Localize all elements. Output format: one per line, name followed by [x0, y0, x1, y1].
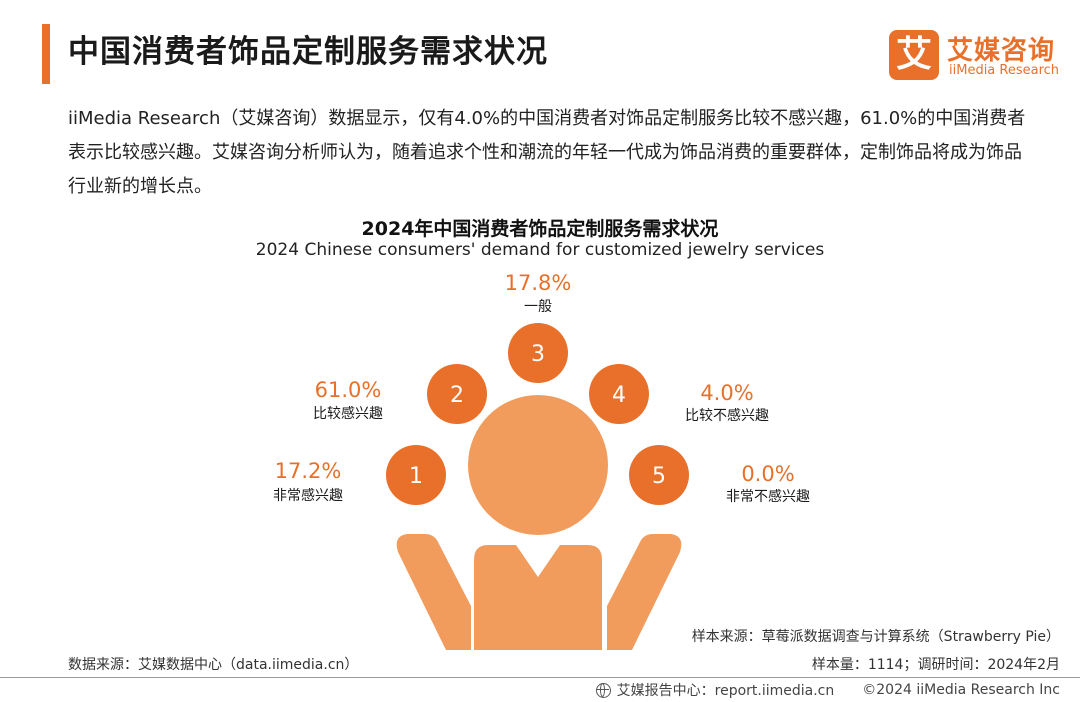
sample-size: 样本量：1114；调研时间：2024年2月 [811, 657, 1060, 673]
copyright: ©2024 iiMedia Research Inc [862, 682, 1060, 698]
footer-divider [0, 677, 1080, 678]
person-body [474, 545, 602, 650]
bubble-1 [386, 445, 446, 505]
title-accent-bar [42, 24, 50, 84]
globe-icon [595, 682, 611, 698]
bubble-number-2: 2 [450, 383, 464, 408]
bubble-2 [427, 364, 487, 424]
bubble-5 [629, 445, 689, 505]
person-collar [516, 545, 560, 577]
category-label-1: 非常感兴趣 [273, 487, 343, 504]
category-label-3: 一般 [524, 299, 552, 315]
logo-mark: 艾 [889, 30, 939, 80]
data-source: 数据来源：艾媒数据中心（data.iimedia.cn） [68, 657, 359, 673]
logo-chinese-name: 艾媒咨询 [947, 36, 1056, 66]
chart-title: 2024年中国消费者饰品定制服务需求状况 [361, 218, 719, 240]
footer-bar: 艾媒报告中心：report.iimedia.cn ©2024 iiMedia R… [595, 680, 1060, 700]
bubble-3 [508, 323, 568, 383]
report-center-link[interactable]: 艾媒报告中心：report.iimedia.cn [616, 683, 835, 699]
value-label-5: 0.0% [741, 462, 794, 486]
value-label-4: 4.0% [700, 381, 753, 405]
person-left-arm [396, 534, 471, 650]
bubble-number-3: 3 [531, 342, 545, 367]
category-label-5: 非常不感兴趣 [726, 488, 810, 505]
bubble-number-1: 1 [409, 464, 423, 489]
value-label-1: 17.2% [275, 459, 342, 483]
value-label-2: 61.0% [315, 378, 382, 402]
intro-paragraph: iiMedia Research（艾媒咨询）数据显示，仅有4.0%的中国消费者对… [68, 108, 1026, 197]
bubble-number-4: 4 [612, 383, 626, 408]
person-illustration [396, 395, 682, 650]
bubble-number-5: 5 [652, 464, 666, 489]
logo-english-name: iiMedia Research [949, 63, 1060, 78]
brand-logo: 艾 艾媒咨询 iiMedia Research [889, 28, 1069, 84]
answer-bubbles: 1 2 3 4 5 [386, 323, 689, 505]
bubble-4 [589, 364, 649, 424]
chart-subtitle: 2024 Chinese consumers' demand for custo… [255, 240, 825, 260]
sample-source: 样本来源：草莓派数据调查与计算系统（Strawberry Pie） [691, 629, 1060, 645]
category-label-2: 比较感兴趣 [313, 405, 383, 422]
person-head [468, 395, 608, 535]
answer-labels: 17.2% 非常感兴趣 61.0% 比较感兴趣 17.8% 一般 4.0% 比较不感兴趣 0.0… [273, 271, 810, 505]
value-label-3: 17.8% [505, 271, 572, 295]
page-title: 中国消费者饰品定制服务需求状况 [68, 34, 548, 70]
person-right-arm [607, 534, 682, 650]
category-label-4: 比较不感兴趣 [685, 407, 769, 424]
